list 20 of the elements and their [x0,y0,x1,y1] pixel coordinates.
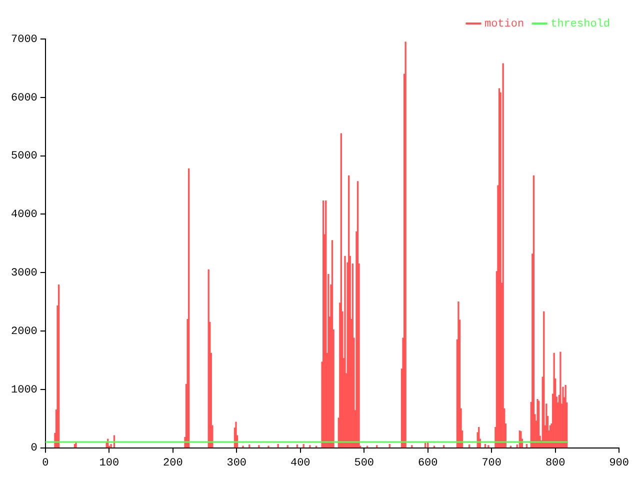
y-tick-label: 0 [30,442,38,455]
x-tick-label: 400 [290,457,310,470]
x-tick-label: 700 [482,457,502,470]
y-tick-label: 4000 [11,209,38,222]
x-tick-label: 300 [226,457,247,470]
x-tick-label: 500 [354,457,374,470]
x-tick-label: 800 [545,457,566,470]
x-tick-label: 200 [162,457,183,470]
x-tick-label: 100 [99,457,120,470]
y-tick-label: 6000 [11,92,38,104]
y-tick-label: 2000 [11,326,38,338]
x-tick-label: 0 [42,457,49,470]
y-tick-label: 1000 [11,384,38,396]
y-tick-label: 7000 [11,34,38,46]
legend-label: motion [484,18,524,30]
x-tick-label: 900 [609,457,630,470]
y-tick-label: 5000 [11,150,38,163]
legend-label: threshold [550,18,610,30]
y-tick-label: 3000 [11,268,38,280]
x-tick-label: 600 [418,457,438,470]
